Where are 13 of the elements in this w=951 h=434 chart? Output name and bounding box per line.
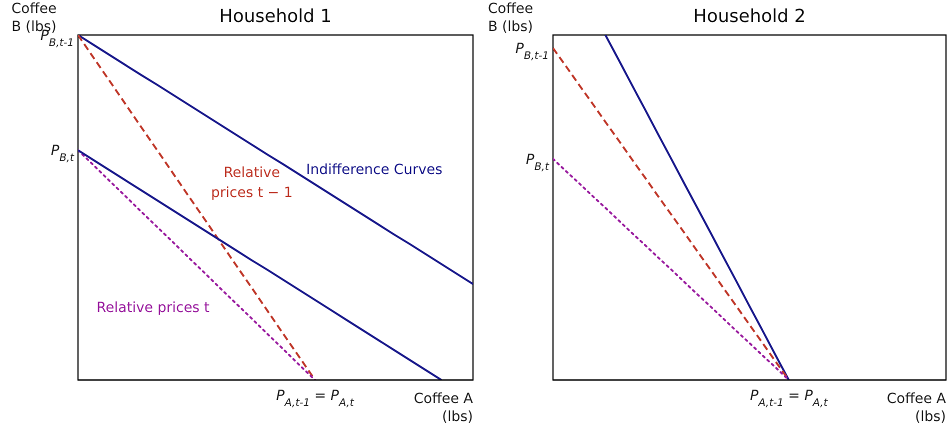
annotation: Relative prices t: [96, 298, 210, 318]
text: P$_{A,t-1}$ = P$_{A,t}$: [276, 388, 355, 409]
annotation: Relative prices t − 1: [210, 164, 293, 204]
text: P$_{B,t-1}$: [515, 41, 549, 62]
text: P$_{B,t}$: [50, 143, 75, 164]
x-axis-title: Coffee A (lbs): [886, 390, 946, 426]
chart-title: Household 1: [218, 6, 333, 27]
chart-title: Household 2: [692, 6, 807, 27]
annotation: Indifference Curves: [306, 160, 442, 180]
x-axis-title: Coffee A (lbs): [414, 390, 473, 426]
y-axis-title: Coffee B (lbs): [486, 0, 534, 36]
text: P$_{B,t}$: [526, 152, 550, 173]
text: P$_{A,t-1}$ = P$_{A,t}$: [750, 388, 829, 409]
